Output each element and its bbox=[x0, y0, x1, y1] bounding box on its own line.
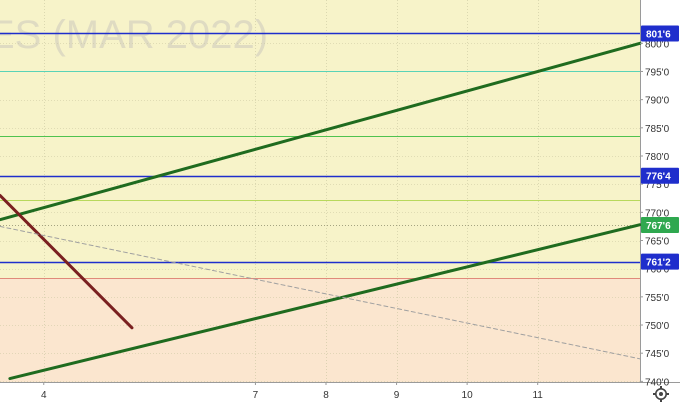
trend-line bbox=[0, 193, 134, 330]
x-tick-label: 7 bbox=[253, 390, 259, 401]
y-tick-label: 760'0 bbox=[645, 265, 670, 276]
x-tick-label: 10 bbox=[462, 390, 474, 401]
price-tag-label: 801'6 bbox=[646, 29, 671, 40]
price-tag bbox=[641, 25, 679, 42]
y-tick-label: 780'0 bbox=[645, 152, 670, 163]
current-price-tag-label: 767'6 bbox=[646, 221, 671, 232]
y-tick-label: 745'0 bbox=[645, 349, 670, 360]
current-price-tag bbox=[641, 217, 679, 234]
y-tick-label: 800'0 bbox=[645, 39, 670, 50]
horizontal-levels bbox=[0, 32, 640, 279]
y-tick-label: 785'0 bbox=[645, 124, 670, 135]
chart-watermark: ES (MAR 2022) bbox=[0, 13, 268, 57]
axis-background bbox=[640, 0, 680, 382]
dashed-trend-line bbox=[0, 225, 641, 360]
price-tag-label: 776'4 bbox=[646, 172, 671, 183]
lower-zone bbox=[0, 278, 640, 382]
price-axis: 740'0 745'0 750'0 755'0 760'0 765'0 770'0 775'0… bbox=[640, 25, 679, 388]
price-tag bbox=[641, 167, 679, 184]
price-tag bbox=[641, 253, 679, 270]
y-tick-label: 750'0 bbox=[645, 321, 670, 332]
x-tick-label: 9 bbox=[394, 390, 400, 401]
y-tick-label: 755'0 bbox=[645, 293, 670, 304]
price-tag-label: 761'2 bbox=[646, 258, 671, 269]
x-tick-label: 11 bbox=[532, 390, 543, 401]
grid-lines bbox=[0, 0, 640, 382]
y-tick-label: 740'0 bbox=[645, 377, 670, 388]
y-tick-label: 765'0 bbox=[645, 237, 670, 248]
upper-zone bbox=[0, 0, 640, 279]
y-tick-label: 770'0 bbox=[645, 208, 670, 219]
y-tick-label: 795'0 bbox=[645, 67, 670, 78]
trend-line bbox=[8, 223, 642, 381]
settings-button[interactable] bbox=[653, 386, 669, 402]
time-axis: 4 7 8 9 10 11 bbox=[41, 382, 543, 401]
y-tick-label: 775'0 bbox=[645, 180, 670, 191]
trend-lines bbox=[0, 41, 642, 381]
y-tick-label: 790'0 bbox=[645, 96, 670, 107]
x-tick-label: 8 bbox=[323, 390, 329, 401]
x-tick-label: 4 bbox=[41, 390, 47, 401]
watermark-layer: ES (MAR 2022) bbox=[0, 13, 268, 57]
trend-line bbox=[0, 41, 642, 222]
time-axis-background bbox=[0, 382, 680, 408]
